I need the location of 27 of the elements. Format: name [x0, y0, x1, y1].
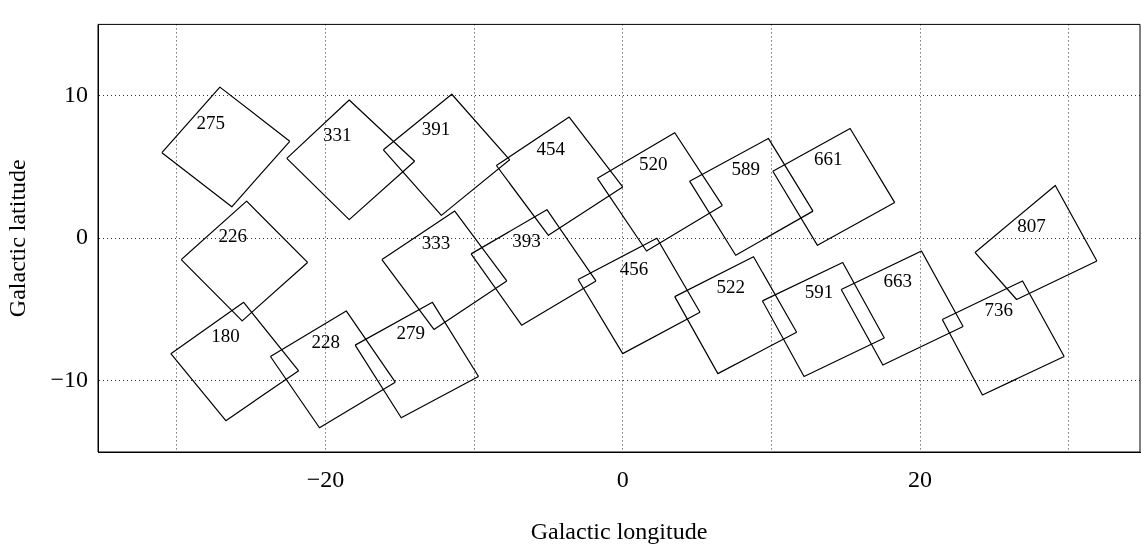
y-tick-label: 0	[76, 223, 88, 250]
series-label: 661	[813, 148, 843, 170]
series-label: 279	[396, 322, 425, 344]
x-tick-label: 20	[908, 465, 933, 492]
series-label: 456	[619, 257, 649, 279]
series-label: 331	[323, 123, 352, 145]
y-tick-label: 10	[64, 80, 88, 107]
series-label: 522	[716, 275, 745, 297]
series-label: 807	[1017, 215, 1046, 237]
series-label: 591	[804, 280, 834, 302]
series-label: 663	[883, 269, 912, 291]
series-label: 736	[984, 299, 1014, 321]
series-label: 393	[512, 229, 541, 251]
x-tick-label: 0	[616, 465, 629, 492]
y-axis-title: Galactic latitude	[3, 159, 30, 318]
series-label: 180	[211, 324, 240, 346]
series-label: 589	[731, 158, 761, 180]
series-label: 226	[218, 224, 247, 246]
series-label: 275	[196, 112, 225, 134]
series-label: 333	[421, 232, 451, 254]
x-tick-label: −20	[306, 465, 345, 492]
series-label: 454	[536, 138, 566, 160]
series-label: 228	[311, 331, 340, 353]
y-tick-label: −10	[50, 366, 88, 393]
series-label: 391	[421, 117, 451, 139]
series-label: 520	[639, 153, 668, 175]
x-axis-title: Galactic longitude	[530, 517, 708, 544]
